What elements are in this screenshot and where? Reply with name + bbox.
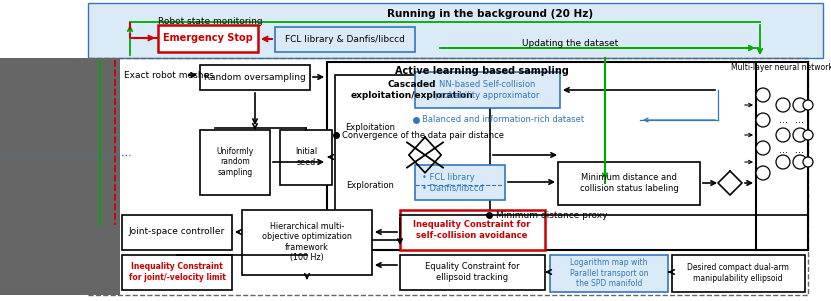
- Text: Minimum distance proxy: Minimum distance proxy: [496, 210, 607, 219]
- Bar: [275, 27, 415, 52]
- Circle shape: [776, 98, 790, 112]
- Text: FCL library & Danfis/libccd: FCL library & Danfis/libccd: [285, 35, 405, 44]
- Text: Robot state monitoring: Robot state monitoring: [158, 17, 263, 26]
- Text: NN-based Self-collision
probability approximator: NN-based Self-collision probability appr…: [435, 80, 539, 100]
- Text: Random oversampling: Random oversampling: [204, 73, 306, 82]
- Text: Hierarchical multi-
objective optimization
framework
(100 Hz): Hierarchical multi- objective optimizati…: [262, 222, 352, 262]
- Text: Inequality Constraint
for joint/-velocity limit: Inequality Constraint for joint/-velocit…: [129, 262, 225, 282]
- Circle shape: [756, 141, 770, 155]
- Text: ...: ...: [795, 145, 804, 155]
- Circle shape: [793, 128, 807, 142]
- Bar: [550, 255, 668, 292]
- Text: Emergency Stop: Emergency Stop: [163, 33, 253, 43]
- Bar: [0, 58, 120, 295]
- Bar: [327, 62, 760, 250]
- Circle shape: [793, 98, 807, 112]
- Bar: [122, 255, 232, 290]
- Text: Updating the dataset: Updating the dataset: [522, 39, 618, 48]
- Bar: [672, 255, 805, 292]
- Text: ...: ...: [779, 115, 788, 125]
- Text: ...: ...: [779, 145, 788, 155]
- Circle shape: [756, 113, 770, 127]
- Bar: [400, 255, 545, 290]
- Bar: [400, 210, 545, 250]
- Text: Balanced and information-rich dataset: Balanced and information-rich dataset: [422, 116, 584, 125]
- Text: Exploration: Exploration: [346, 181, 394, 190]
- Text: Uniformly
random
sampling: Uniformly random sampling: [216, 147, 253, 177]
- Bar: [242, 210, 372, 275]
- Bar: [88, 58, 808, 295]
- Text: Joint-space controller: Joint-space controller: [129, 228, 225, 237]
- Bar: [558, 162, 700, 205]
- Bar: [200, 65, 310, 90]
- Text: Exact robot meshes: Exact robot meshes: [124, 70, 214, 79]
- Text: Multi-layer neural network: Multi-layer neural network: [731, 64, 831, 73]
- Bar: [200, 130, 270, 195]
- Bar: [335, 75, 490, 240]
- Text: Logarithm map with
Parallel transport on
the SPD manifold: Logarithm map with Parallel transport on…: [570, 258, 648, 288]
- Text: Exploitation: Exploitation: [345, 123, 395, 132]
- Text: • FCL library: • FCL library: [422, 172, 475, 182]
- Circle shape: [793, 155, 807, 169]
- Bar: [122, 215, 232, 250]
- Text: Desired compact dual-arm
manipulability ellipsoid: Desired compact dual-arm manipulability …: [687, 263, 789, 283]
- Bar: [88, 3, 823, 58]
- Circle shape: [803, 157, 813, 167]
- Bar: [415, 165, 505, 200]
- Bar: [756, 62, 808, 250]
- Circle shape: [803, 100, 813, 110]
- Circle shape: [776, 128, 790, 142]
- Text: Running in the background (20 Hz): Running in the background (20 Hz): [387, 9, 593, 19]
- Circle shape: [776, 155, 790, 169]
- Text: • Danfis/libccd: • Danfis/libccd: [422, 184, 484, 193]
- Bar: [158, 25, 258, 52]
- Text: Inequality Constraint for
self-collision avoidance: Inequality Constraint for self-collision…: [413, 220, 531, 240]
- Text: Equality Constraint for
ellipsoid tracking: Equality Constraint for ellipsoid tracki…: [425, 262, 519, 282]
- Bar: [415, 72, 560, 108]
- Circle shape: [756, 166, 770, 180]
- Text: Active learning based sampling: Active learning based sampling: [395, 66, 569, 76]
- Text: ...: ...: [795, 115, 804, 125]
- Text: Cascaded
exploitation/exploration: Cascaded exploitation/exploration: [351, 80, 474, 100]
- Text: Initial
seed: Initial seed: [295, 147, 317, 167]
- Bar: [280, 130, 332, 185]
- Text: Minimum distance and
collision status labeling: Minimum distance and collision status la…: [580, 173, 678, 193]
- Circle shape: [803, 130, 813, 140]
- Text: Convergence of the data pair distance: Convergence of the data pair distance: [342, 131, 504, 139]
- Circle shape: [756, 88, 770, 102]
